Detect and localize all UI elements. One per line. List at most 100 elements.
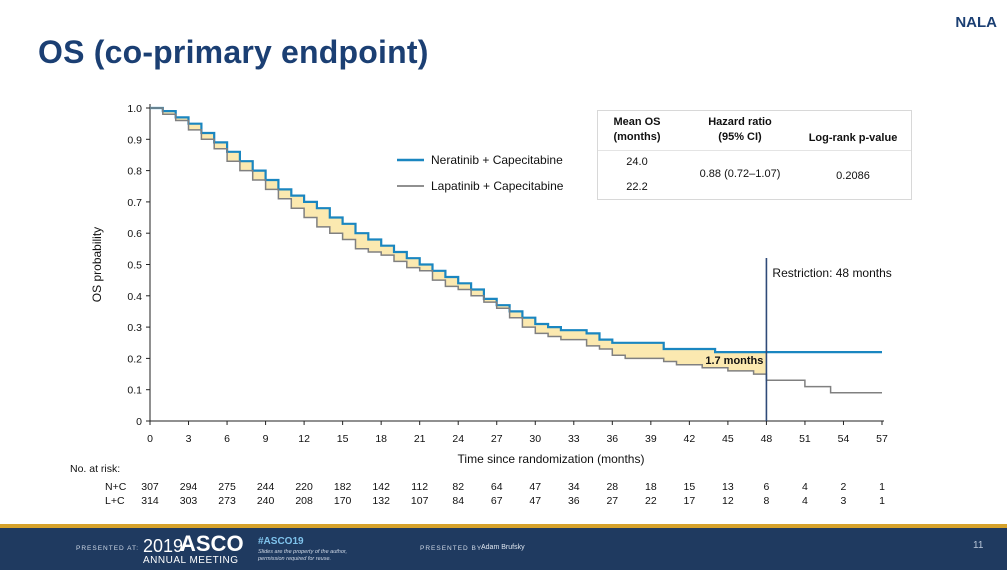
y-axis-title: OS probability (90, 227, 104, 302)
risk-value: 4 (802, 495, 808, 507)
x-tick-label: 51 (799, 433, 811, 445)
x-tick-label: 39 (645, 433, 657, 445)
study-tag: NALA (955, 14, 997, 31)
risk-value: 1 (879, 481, 885, 493)
difference-label: 1.7 months (705, 355, 763, 367)
risk-value: 64 (491, 481, 503, 493)
risk-value: 170 (334, 495, 352, 507)
x-tick-label: 0 (147, 433, 153, 445)
disclaimer-2: permission required for reuse. (258, 556, 332, 562)
x-tick-label: 27 (491, 433, 503, 445)
disclaimer-1: Slides are the property of the author, (258, 549, 347, 555)
risk-value: 2 (841, 481, 847, 493)
x-tick-label: 15 (337, 433, 349, 445)
risk-value: 307 (141, 481, 159, 493)
risk-value: 294 (180, 481, 198, 493)
col-hr-header-2: (95% CI) (718, 131, 762, 143)
risk-value: 8 (763, 495, 769, 507)
presented-by-label: PRESENTED BY: (420, 545, 485, 552)
asco-logo: ASCO (180, 531, 244, 556)
risk-value: 244 (257, 481, 275, 493)
risk-value: 15 (684, 481, 696, 493)
y-tick-label: 0.3 (127, 322, 142, 334)
slide-title: OS (co-primary endpoint) (38, 34, 429, 70)
x-tick-label: 6 (224, 433, 230, 445)
risk-value: 82 (452, 481, 464, 493)
x-tick-label: 36 (606, 433, 618, 445)
risk-value: 220 (295, 481, 313, 493)
x-tick-label: 18 (375, 433, 387, 445)
risk-row-label: L+C (105, 495, 125, 507)
risk-value: 34 (568, 481, 580, 493)
hazard-ratio-value: 0.88 (0.72–1.07) (699, 168, 781, 180)
risk-value: 13 (722, 481, 734, 493)
legend-label: Neratinib + Capecitabine (431, 153, 563, 167)
x-tick-label: 33 (568, 433, 580, 445)
risk-value: 22 (645, 495, 657, 507)
risk-value: 27 (606, 495, 618, 507)
y-tick-label: 0.6 (127, 228, 142, 240)
col-mean-os-header-2: (months) (613, 131, 661, 143)
risk-value: 3 (841, 495, 847, 507)
x-tick-label: 54 (838, 433, 850, 445)
risk-value: 112 (411, 481, 428, 493)
risk-value: 303 (180, 495, 198, 507)
col-hr-header-1: Hazard ratio (708, 116, 772, 128)
meeting-year: 2019 (143, 536, 184, 556)
y-tick-label: 0.8 (127, 166, 142, 178)
risk-value: 84 (452, 495, 464, 507)
col-pvalue-header: Log-rank p-value (808, 132, 898, 144)
risk-value: 67 (491, 495, 503, 507)
y-tick-label: 0.2 (127, 353, 142, 365)
risk-value: 240 (257, 495, 275, 507)
stats-table: Mean OS (months) Hazard ratio (95% CI) L… (597, 110, 912, 200)
risk-value: 28 (606, 481, 618, 493)
risk-value: 12 (722, 495, 734, 507)
mean-os-lc: 22.2 (626, 181, 648, 193)
x-tick-label: 30 (529, 433, 541, 445)
risk-value: 36 (568, 495, 580, 507)
neratinib-curve (150, 106, 882, 354)
y-tick-label: 0.4 (127, 291, 142, 303)
hashtag: #ASCO19 (258, 536, 304, 547)
difference-area (150, 108, 767, 381)
risk-value: 208 (295, 495, 313, 507)
risk-value: 273 (218, 495, 236, 507)
risk-row-label: N+C (105, 481, 127, 493)
x-tick-label: 42 (684, 433, 696, 445)
y-tick-label: 0 (136, 416, 142, 428)
legend-label: Lapatinib + Capecitabine (431, 179, 564, 193)
restriction-label: Restriction: 48 months (772, 266, 891, 280)
risk-table-title: No. at risk: (70, 463, 120, 475)
presenter-name: Adam Brufsky (481, 544, 525, 551)
risk-value: 142 (372, 481, 390, 493)
footer-bar: PRESENTED AT: 2019 ASCO ANNUAL MEETING #… (0, 524, 1007, 570)
x-tick-label: 21 (414, 433, 426, 445)
table-divider (598, 150, 911, 151)
mean-os-nc: 24.0 (626, 156, 648, 168)
x-tick-label: 48 (761, 433, 773, 445)
x-tick-label: 24 (452, 433, 464, 445)
p-value: 0.2086 (836, 170, 870, 182)
risk-value: 17 (684, 495, 696, 507)
y-tick-label: 0.9 (127, 134, 142, 146)
x-tick-label: 9 (263, 433, 269, 445)
y-tick-label: 0.1 (127, 385, 142, 397)
x-tick-label: 12 (298, 433, 310, 445)
x-tick-label: 45 (722, 433, 734, 445)
x-tick-label: 3 (186, 433, 192, 445)
risk-value: 18 (645, 481, 657, 493)
x-axis-title: Time since randomization (months) (458, 452, 645, 466)
risk-value: 275 (218, 481, 236, 493)
risk-value: 1 (879, 495, 885, 507)
risk-value: 132 (372, 495, 390, 507)
os-chart: 00.10.20.30.40.50.60.70.80.91.00 3 6 9 12 15 1… (70, 103, 892, 507)
risk-value: 314 (141, 495, 159, 507)
risk-value: 4 (802, 481, 808, 493)
risk-value: 47 (529, 481, 541, 493)
risk-value: 6 (763, 481, 769, 493)
lapatinib-curve (150, 107, 882, 394)
risk-value: 182 (334, 481, 352, 493)
col-mean-os-header-1: Mean OS (613, 116, 661, 128)
risk-value: 107 (411, 495, 429, 507)
